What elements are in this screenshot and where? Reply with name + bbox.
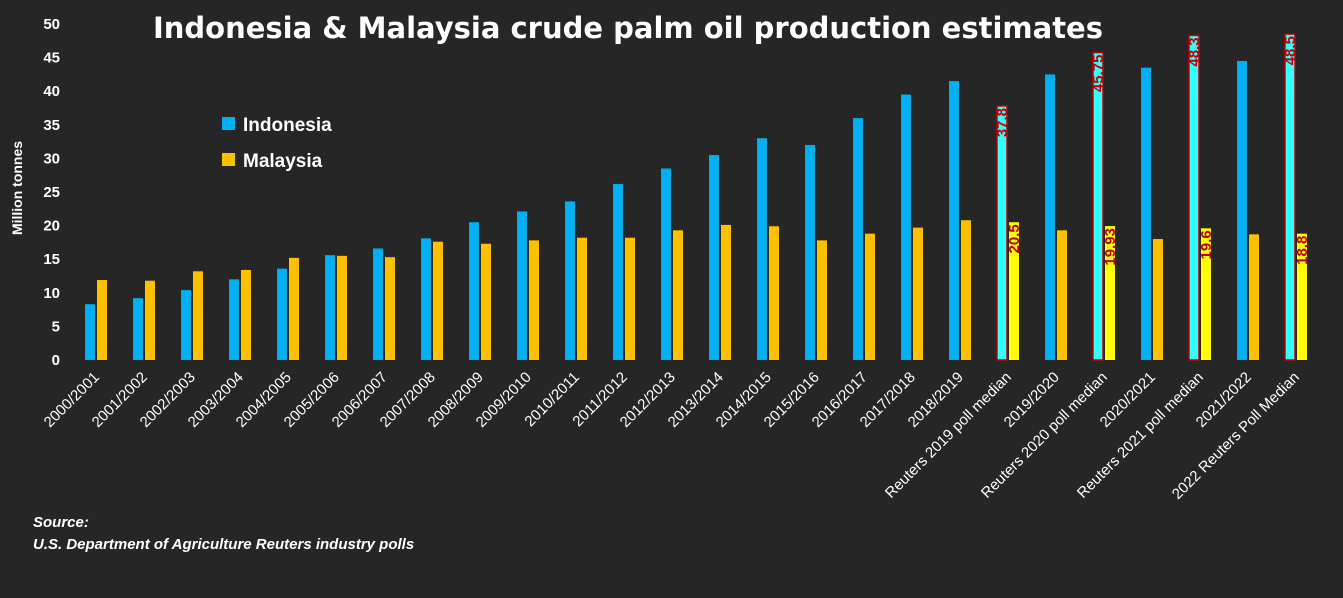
bar-malaysia-6: [385, 257, 395, 360]
data-label: 20.5: [1006, 224, 1023, 253]
bar-malaysia-14: [769, 226, 779, 360]
y-axis-ticks: 0 5 10 15 20 25 30 35 40 45 50: [43, 16, 60, 369]
y-tick-label: 45: [43, 50, 60, 67]
bar-indonesia-20: [1045, 74, 1055, 361]
source-label: Source:: [33, 514, 89, 531]
bar-indonesia-18: [949, 81, 959, 361]
bar-indonesia-3: [229, 279, 239, 360]
bar-malaysia-7: [433, 241, 443, 360]
bar-malaysia-11: [625, 237, 635, 360]
bar-indonesia-1: [133, 298, 143, 360]
bar-indonesia-13: [709, 155, 719, 360]
bar-indonesia-10: [565, 201, 575, 360]
bar-indonesia-6: [373, 248, 383, 360]
bar-malaysia-13: [721, 224, 731, 360]
bar-malaysia-5: [337, 255, 347, 360]
bars: [85, 33, 1307, 361]
y-tick-label: 5: [52, 318, 60, 335]
legend-swatch-indonesia: [222, 117, 235, 130]
bar-indonesia-9: [517, 211, 527, 360]
bar-indonesia-2: [181, 290, 191, 360]
bar-malaysia-24: [1249, 234, 1259, 360]
bar-indonesia-17: [901, 94, 911, 360]
bar-malaysia-23: [1201, 228, 1211, 360]
bar-indonesia-16: [853, 118, 863, 360]
data-label: 37.8: [994, 108, 1011, 137]
y-tick-label: 40: [43, 83, 60, 100]
bar-malaysia-3: [241, 269, 251, 360]
chart-title: Indonesia & Malaysia crude palm oil prod…: [153, 11, 1103, 45]
y-tick-label: 10: [43, 285, 60, 302]
bar-malaysia-22: [1153, 239, 1163, 360]
legend-swatch-malaysia: [222, 153, 235, 166]
bar-indonesia-23: [1188, 34, 1200, 361]
bar-malaysia-10: [577, 237, 587, 360]
y-tick-label: 30: [43, 150, 60, 167]
data-labels: 37.8 20.5 45.75 19.93 48.3 19.6 48.5 18.8: [994, 36, 1311, 266]
bar-malaysia-17: [913, 227, 923, 360]
y-tick-label: 0: [52, 352, 60, 369]
bar-indonesia-19: [996, 105, 1008, 361]
bar-indonesia-7: [421, 238, 431, 360]
y-tick-label: 20: [43, 218, 60, 235]
y-axis-label: Million tonnes: [9, 141, 25, 235]
bar-indonesia-4: [277, 268, 287, 360]
bar-indonesia-0: [85, 304, 95, 360]
bar-malaysia-15: [817, 240, 827, 360]
bar-malaysia-12: [673, 230, 683, 360]
y-tick-label: 15: [43, 251, 60, 268]
data-label: 45.75: [1090, 55, 1107, 93]
bar-malaysia-18: [961, 220, 971, 360]
data-label: 48.3: [1186, 37, 1203, 66]
bar-indonesia-8: [469, 222, 479, 360]
bar-indonesia-15: [805, 144, 815, 360]
data-label: 18.8: [1294, 236, 1311, 265]
y-tick-label: 25: [43, 184, 60, 201]
bar-indonesia-5: [325, 255, 335, 360]
bar-malaysia-25: [1297, 233, 1307, 360]
bar-malaysia-2: [193, 271, 203, 360]
y-tick-label: 50: [43, 16, 60, 33]
bar-indonesia-22: [1141, 67, 1151, 361]
bar-indonesia-24: [1237, 60, 1247, 361]
bar-indonesia-21: [1092, 51, 1104, 361]
bar-indonesia-14: [757, 138, 767, 360]
bar-malaysia-9: [529, 240, 539, 360]
bar-malaysia-0: [97, 280, 107, 360]
x-axis-ticks: 2000/20012001/20022002/20032003/20042004…: [41, 369, 1303, 503]
data-label: 19.93: [1102, 228, 1119, 266]
legend-label-indonesia: Indonesia: [243, 115, 332, 136]
source-note: Source: U.S. Department of Agriculture R…: [33, 512, 414, 556]
bar-malaysia-21: [1105, 226, 1115, 360]
legend: Indonesia Malaysia: [222, 115, 332, 172]
data-label: 19.6: [1198, 230, 1215, 259]
bar-malaysia-16: [865, 233, 875, 360]
bar-malaysia-20: [1057, 230, 1067, 360]
bar-malaysia-8: [481, 243, 491, 360]
bar-malaysia-19: [1009, 222, 1019, 360]
bar-indonesia-25: [1284, 33, 1296, 361]
bar-indonesia-11: [613, 183, 623, 360]
bar-indonesia-12: [661, 168, 671, 360]
bar-malaysia-4: [289, 257, 299, 360]
legend-label-malaysia: Malaysia: [243, 151, 323, 172]
source-text: U.S. Department of Agriculture Reuters i…: [33, 536, 415, 553]
y-tick-label: 35: [43, 117, 60, 134]
data-label: 48.5: [1282, 36, 1299, 65]
bar-malaysia-1: [145, 280, 155, 360]
